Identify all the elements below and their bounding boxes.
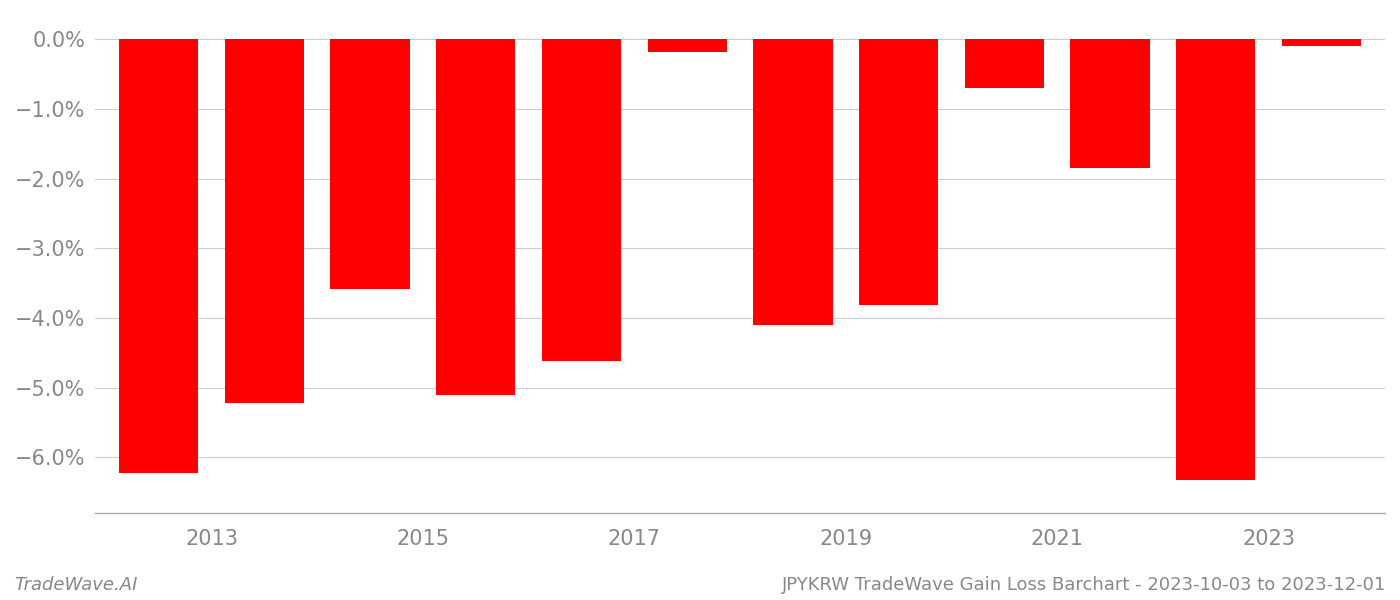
Bar [965, 40, 1044, 88]
Bar [330, 40, 410, 289]
Bar [119, 40, 199, 473]
Bar [225, 40, 304, 403]
Bar [1071, 40, 1149, 168]
Text: JPYKRW TradeWave Gain Loss Barchart - 2023-10-03 to 2023-12-01: JPYKRW TradeWave Gain Loss Barchart - 20… [781, 576, 1386, 594]
Bar [437, 40, 515, 395]
Bar [542, 40, 622, 361]
Bar [753, 40, 833, 325]
Bar [1176, 40, 1256, 479]
Bar [1282, 40, 1361, 46]
Text: TradeWave.AI: TradeWave.AI [14, 576, 137, 594]
Bar [648, 40, 727, 52]
Bar [860, 40, 938, 305]
